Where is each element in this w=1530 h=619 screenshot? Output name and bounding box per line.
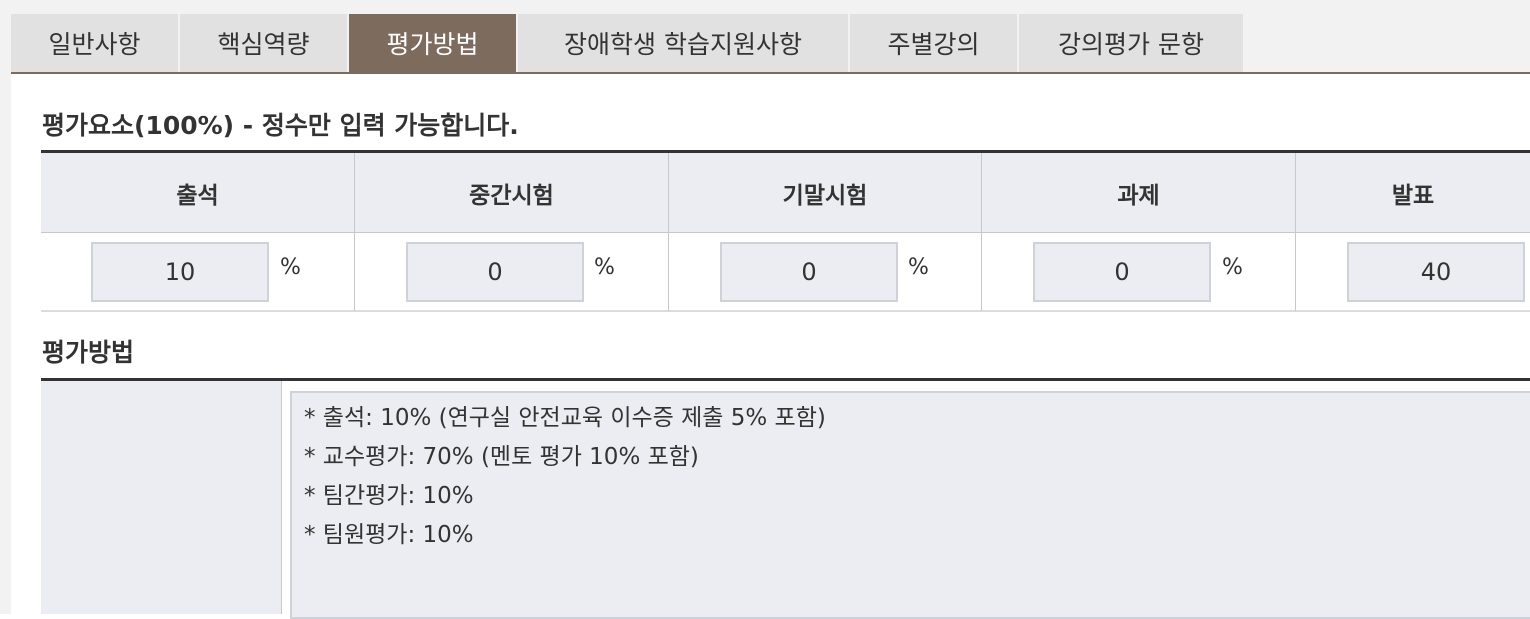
cell-attendance: 10 % — [41, 233, 355, 312]
evaluation-method-table: * 출석: 10% (연구실 안전교육 이수증 제출 5% 포함) * 교수평가… — [41, 378, 1530, 619]
presentation-input[interactable]: 40 — [1347, 242, 1525, 302]
attendance-unit: % — [280, 255, 301, 280]
evaluation-elements-table: 출석 중간시험 기말시험 과제 발표 10 % 0 % 0 % 0 % 40 — [41, 150, 1530, 312]
tab-course-evaluation[interactable]: 강의평가 문항 — [1019, 14, 1245, 72]
method-line: * 출석: 10% (연구실 안전교육 이수증 제출 5% 포함) — [304, 405, 826, 431]
evaluation-method-textarea[interactable]: * 출석: 10% (연구실 안전교육 이수증 제출 5% 포함) * 교수평가… — [290, 391, 1530, 619]
header-attendance: 출석 — [41, 153, 355, 233]
header-midterm: 중간시험 — [355, 153, 669, 233]
evaluation-method-title: 평가방법 — [42, 338, 135, 367]
method-line: * 교수평가: 70% (멘토 평가 10% 포함) — [304, 444, 699, 470]
method-line: * 팀원평가: 10% — [304, 522, 474, 548]
attendance-input[interactable]: 10 — [91, 242, 269, 302]
method-line: * 팀간평가: 10% — [304, 483, 474, 509]
top-strip — [0, 0, 1530, 14]
tab-core-competency[interactable]: 핵심역량 — [180, 14, 349, 72]
midterm-unit: % — [594, 255, 615, 280]
cell-assignment: 0 % — [982, 233, 1296, 312]
cell-presentation: 40 — [1296, 233, 1530, 312]
header-assignment: 과제 — [982, 153, 1296, 233]
tab-bar: 일반사항 핵심역량 평가방법 장애학생 학습지원사항 주별강의 강의평가 문항 — [11, 14, 1530, 74]
cell-midterm: 0 % — [355, 233, 669, 312]
assignment-unit: % — [1222, 255, 1243, 280]
method-label-cell — [41, 381, 282, 614]
header-presentation: 발표 — [1296, 153, 1530, 233]
left-strip — [0, 0, 11, 614]
final-input[interactable]: 0 — [720, 242, 898, 302]
method-body-cell: * 출석: 10% (연구실 안전교육 이수증 제출 5% 포함) * 교수평가… — [282, 381, 1530, 619]
tab-evaluation-method[interactable]: 평가방법 — [349, 14, 518, 72]
final-unit: % — [908, 255, 929, 280]
cell-final: 0 % — [669, 233, 982, 312]
tab-disabled-student-support[interactable]: 장애학생 학습지원사항 — [518, 14, 850, 72]
header-final: 기말시험 — [669, 153, 982, 233]
midterm-input[interactable]: 0 — [406, 242, 584, 302]
evaluation-elements-title: 평가요소(100%) - 정수만 입력 가능합니다. — [42, 111, 519, 140]
assignment-input[interactable]: 0 — [1033, 242, 1211, 302]
tab-general[interactable]: 일반사항 — [11, 14, 180, 72]
tab-weekly-lectures[interactable]: 주별강의 — [850, 14, 1019, 72]
